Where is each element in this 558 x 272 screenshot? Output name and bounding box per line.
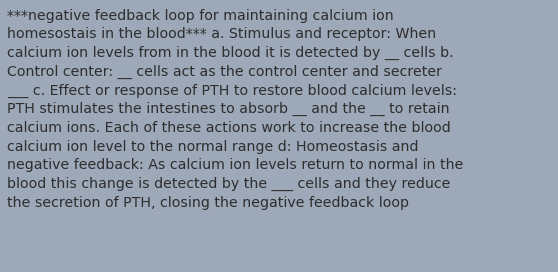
Text: ***negative feedback loop for maintaining calcium ion
homesostais in the blood**: ***negative feedback loop for maintainin… — [7, 9, 464, 210]
